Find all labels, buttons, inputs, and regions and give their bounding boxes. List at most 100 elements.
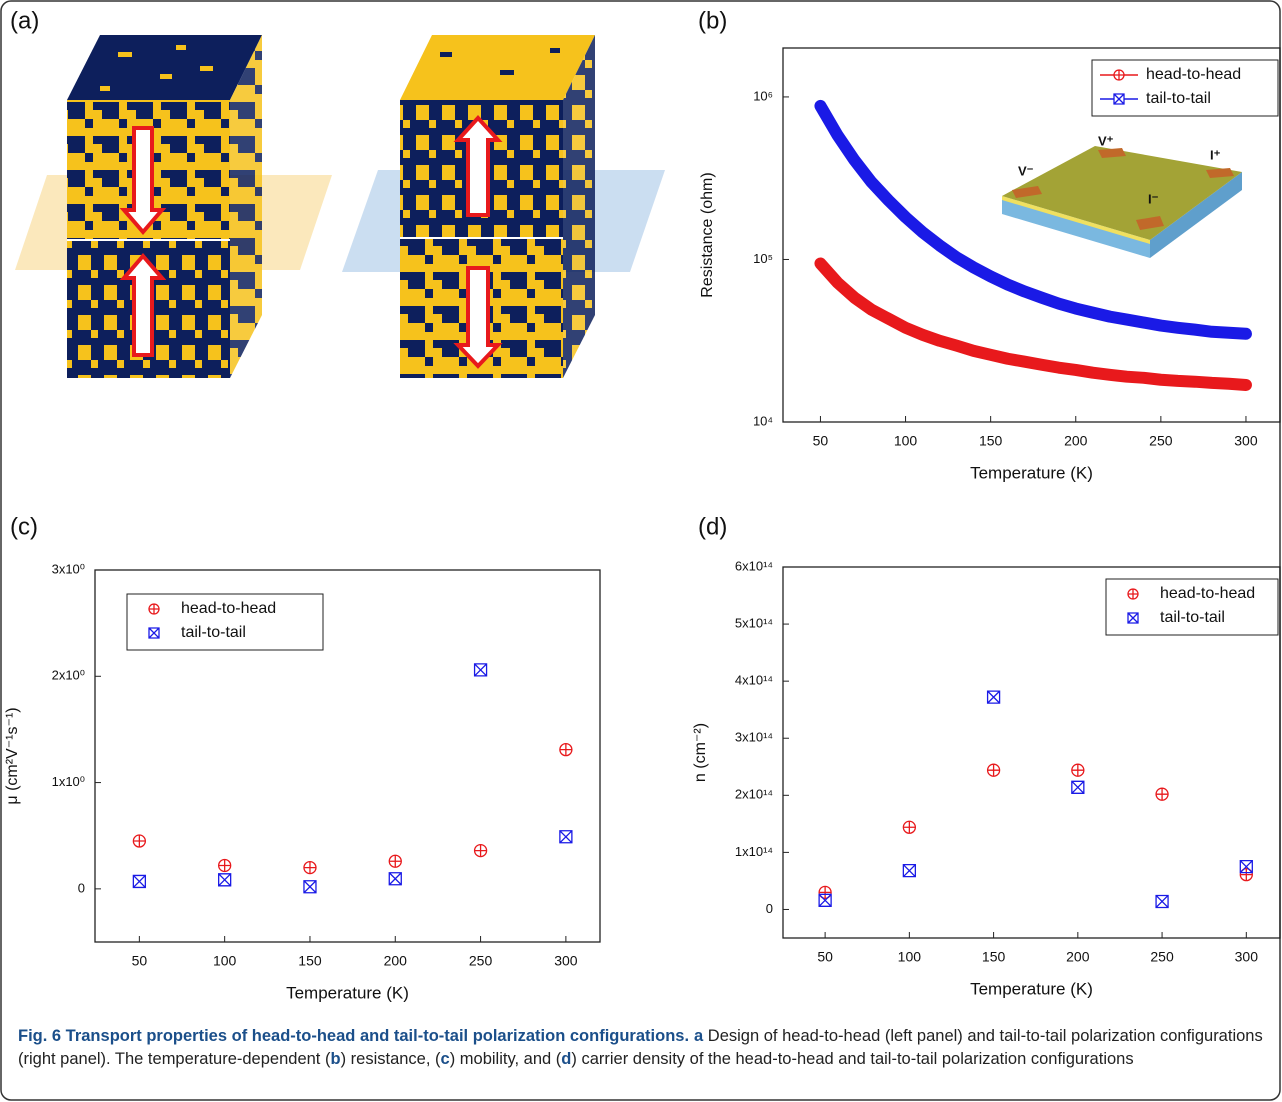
- legend-label: tail-to-tail: [1146, 90, 1211, 107]
- y-tick-label: 10⁴: [753, 413, 773, 428]
- panel-label: (d): [698, 513, 727, 540]
- data-point: [559, 742, 573, 757]
- series-line: [814, 257, 1252, 391]
- legend-marker: [1127, 588, 1139, 600]
- data-point: [1239, 860, 1253, 874]
- y-tick-label: 1x10⁰: [52, 774, 85, 789]
- y-axis-title: n (cm⁻²): [692, 723, 709, 782]
- x-tick-label: 300: [1235, 949, 1259, 965]
- caption: Fig. 6 Transport properties of head-to-h…: [18, 1025, 1266, 1071]
- data-point: [473, 843, 488, 858]
- caption-text: ) mobility, and (: [449, 1050, 562, 1068]
- x-tick-label: 200: [384, 953, 408, 969]
- x-tick-label: 200: [1064, 433, 1088, 449]
- x-tick-label: 100: [213, 953, 237, 969]
- legend-marker: [1113, 69, 1125, 81]
- data-point: [388, 872, 402, 886]
- y-axis-title: μ (cm²V⁻¹s⁻¹): [4, 707, 21, 804]
- caption-text: d: [561, 1050, 572, 1068]
- legend-label: head-to-head: [1146, 66, 1241, 83]
- y-tick-label: 1x10¹⁴: [735, 844, 773, 859]
- inset-label: V⁻: [1018, 163, 1034, 178]
- y-tick-label: 3x10⁰: [52, 561, 85, 576]
- data-point: [132, 874, 147, 889]
- x-tick-label: 50: [813, 433, 829, 449]
- x-tick-label: 300: [554, 953, 578, 969]
- series-line: [814, 99, 1252, 340]
- caption-text: c: [440, 1050, 450, 1068]
- x-tick-label: 250: [1150, 949, 1174, 965]
- x-axis-title: Temperature (K): [970, 463, 1093, 482]
- x-tick-label: 50: [132, 953, 148, 969]
- caption-title: Fig. 6 Transport properties of head-to-h…: [18, 1027, 690, 1045]
- legend-label: head-to-head: [181, 600, 276, 617]
- panel-label: (c): [10, 513, 38, 540]
- data-point: [1071, 763, 1085, 777]
- x-axis-title: Temperature (K): [970, 979, 1093, 998]
- x-axis-title: Temperature (K): [286, 983, 409, 1002]
- data-point: [218, 873, 232, 887]
- y-tick-label: 2x10⁰: [52, 668, 85, 683]
- panel-label: (a): [10, 7, 39, 34]
- x-tick-label: 150: [298, 953, 322, 969]
- data-point: [132, 834, 147, 848]
- data-point: [818, 893, 832, 907]
- y-tick-label: 5x10¹⁴: [735, 616, 773, 631]
- x-tick-label: 100: [894, 433, 918, 449]
- y-tick-label: 0: [78, 880, 85, 895]
- caption-text: ) carrier density of the head-to-head an…: [571, 1050, 1134, 1068]
- inset-label: I⁺: [1210, 147, 1221, 162]
- data-point: [902, 863, 917, 878]
- legend-marker: [1113, 93, 1125, 105]
- device-inset: V⁻ V⁺ I⁺ I⁻: [1002, 133, 1242, 258]
- legend-box: [126, 593, 324, 651]
- data-point: [1071, 780, 1085, 794]
- caption-text: a: [694, 1027, 704, 1045]
- data-point: [1155, 894, 1169, 909]
- inset-label: V⁺: [1098, 133, 1114, 148]
- caption-text: Design of head-to-head (left panel) and …: [18, 1027, 1263, 1068]
- legend-label: tail-to-tail: [181, 624, 246, 641]
- x-tick-label: 50: [817, 949, 833, 965]
- legend-box: [1091, 59, 1279, 117]
- x-tick-label: 250: [1149, 433, 1173, 449]
- data-point: [559, 830, 573, 844]
- y-tick-label: 10⁵: [753, 251, 773, 266]
- x-tick-label: 250: [469, 953, 493, 969]
- plot-frame: [94, 569, 601, 943]
- panel-label: (b): [698, 7, 727, 34]
- legend-marker: [1127, 612, 1139, 624]
- data-point: [303, 880, 317, 894]
- data-point: [388, 854, 402, 868]
- caption-text: b: [330, 1050, 341, 1068]
- data-point: [218, 858, 232, 873]
- data-point: [303, 860, 317, 875]
- x-tick-label: 150: [979, 433, 1003, 449]
- y-tick-label: 6x10¹⁴: [735, 558, 773, 573]
- legend-label: head-to-head: [1160, 585, 1255, 602]
- x-tick-label: 100: [898, 949, 922, 965]
- y-tick-label: 3x10¹⁴: [735, 730, 773, 745]
- x-tick-label: 200: [1066, 949, 1090, 965]
- legend-marker: [148, 603, 160, 615]
- caption-text: ) resistance, (: [340, 1050, 441, 1068]
- legend-box: [1105, 578, 1279, 636]
- legend-label: tail-to-tail: [1160, 609, 1225, 626]
- plot-frame: [782, 566, 1281, 939]
- illustration-a: [15, 35, 665, 378]
- data-point: [986, 690, 1001, 704]
- data-point: [473, 663, 488, 677]
- legend-marker: [148, 627, 160, 639]
- y-axis-title: Resistance (ohm): [699, 172, 716, 297]
- y-tick-label: 2x10¹⁴: [735, 787, 773, 802]
- x-tick-label: 150: [982, 949, 1006, 965]
- plot-frame: [782, 47, 1281, 423]
- data-point: [902, 820, 917, 834]
- y-tick-label: 0: [766, 901, 773, 916]
- inset-label: I⁻: [1148, 191, 1159, 206]
- y-tick-label: 4x10¹⁴: [735, 673, 773, 688]
- data-point: [986, 763, 1001, 777]
